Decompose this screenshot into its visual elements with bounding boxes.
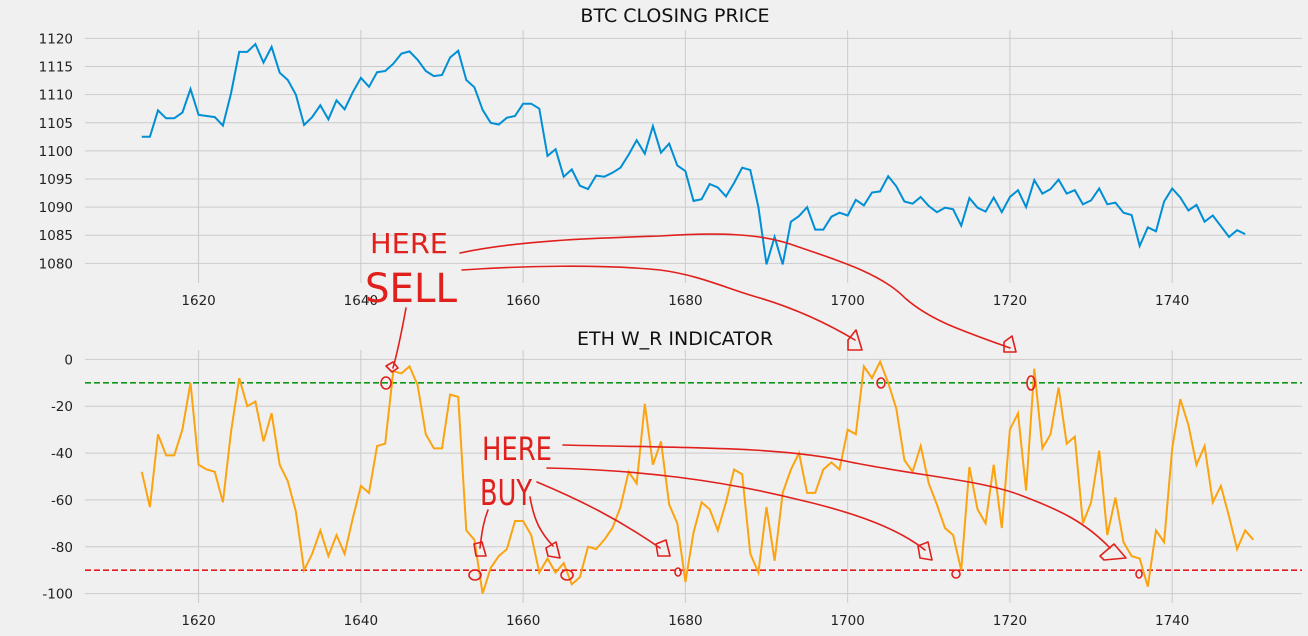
circle-marker-buy-1668 <box>560 569 574 581</box>
btc-chart-title: BTC CLOSING PRICE <box>580 5 769 27</box>
sell-arrow-2 <box>459 233 1011 349</box>
circle-marker-sell-1724 <box>1026 375 1036 391</box>
circle-marker-buy-1736 <box>1135 569 1143 579</box>
btc-tick-labels: 1620 1640 1660 1680 1700 1720 1740 1080 1085 1090… <box>39 31 1190 309</box>
buy-annotation-here: HERE <box>482 430 552 468</box>
wr-ytick--60: -60 <box>51 493 73 509</box>
btc-price-panel: 1620 1640 1660 1680 1700 1720 1740 1080 1085 1090… <box>39 5 1302 309</box>
wr-ytick--100: -100 <box>42 587 73 603</box>
wr-xtick-1660: 1660 <box>506 613 540 629</box>
buy-arrowhead-4 <box>917 541 933 561</box>
circle-marker-buy-1657 <box>468 569 482 581</box>
handwritten-annotations: HERE SELL HERE BUY <box>365 227 1143 581</box>
sell-arrowhead-3 <box>847 329 863 351</box>
circle-marker-buy-1715 <box>951 569 961 579</box>
wr-ytick--80: -80 <box>51 540 73 556</box>
wr-xtick-1740: 1740 <box>1155 613 1189 629</box>
wr-ytick-0: 0 <box>64 352 73 368</box>
wr-indicator-line <box>140 359 1255 594</box>
btc-xtick-1740: 1740 <box>1155 293 1189 309</box>
wr-xtick-1620: 1620 <box>181 613 215 629</box>
buy-annotation-buy: BUY <box>480 473 533 514</box>
btc-ytick-1120: 1120 <box>39 31 73 47</box>
btc-xtick-1700: 1700 <box>830 293 864 309</box>
btc-ytick-1115: 1115 <box>39 60 73 76</box>
buy-arrowhead-2 <box>545 541 561 559</box>
eth-wr-panel: 1620 1640 1660 1680 1700 1720 1740 0 -20 -40 -60 -8… <box>42 328 1302 629</box>
buy-arrowhead-3 <box>655 539 671 557</box>
circle-marker-sell-1706 <box>876 377 886 389</box>
btc-xtick-1720: 1720 <box>993 293 1027 309</box>
circle-marker-sell-1647 <box>380 376 392 390</box>
btc-xtick-1620: 1620 <box>181 293 215 309</box>
btc-price-line <box>141 42 1246 265</box>
sell-arrowhead-2 <box>1003 335 1017 353</box>
wr-xtick-1640: 1640 <box>344 613 378 629</box>
btc-ytick-1085: 1085 <box>39 228 73 244</box>
btc-xtick-1680: 1680 <box>668 293 702 309</box>
wr-grid <box>85 350 1302 603</box>
btc-xtick-1660: 1660 <box>506 293 540 309</box>
btc-grid <box>85 30 1302 283</box>
btc-xtick-1640: 1640 <box>344 293 378 309</box>
wr-chart-title: ETH W_R INDICATOR <box>577 328 773 350</box>
circle-marker-buy-1681 <box>674 567 682 577</box>
buy-arrow-5 <box>562 444 1111 549</box>
buy-arrow-4 <box>546 467 926 551</box>
wr-xtick-1720: 1720 <box>993 613 1027 629</box>
wr-xtick-1700: 1700 <box>830 613 864 629</box>
btc-ytick-1105: 1105 <box>39 116 73 132</box>
buy-arrowhead-1 <box>473 541 487 557</box>
sell-annotation-here: HERE <box>370 227 448 260</box>
sell-arrowhead-1 <box>385 361 399 373</box>
buy-arrow-2 <box>529 496 554 547</box>
buy-arrow-3 <box>536 481 661 549</box>
wr-tick-labels: 1620 1640 1660 1680 1700 1720 1740 0 -20 -40 -60 -8… <box>42 352 1189 629</box>
wr-ytick--20: -20 <box>51 399 73 415</box>
btc-ytick-1110: 1110 <box>39 88 73 104</box>
btc-ytick-1095: 1095 <box>39 172 73 188</box>
btc-ytick-1090: 1090 <box>39 200 73 216</box>
buy-arrowhead-5 <box>1099 543 1127 561</box>
buy-arrow-1 <box>479 509 489 549</box>
wr-ytick--40: -40 <box>51 446 73 462</box>
wr-xtick-1680: 1680 <box>668 613 702 629</box>
sell-annotation-sell: SELL <box>365 266 458 312</box>
sell-arrow-3 <box>461 265 856 341</box>
btc-ytick-1100: 1100 <box>39 144 73 160</box>
btc-ytick-1080: 1080 <box>39 256 73 272</box>
